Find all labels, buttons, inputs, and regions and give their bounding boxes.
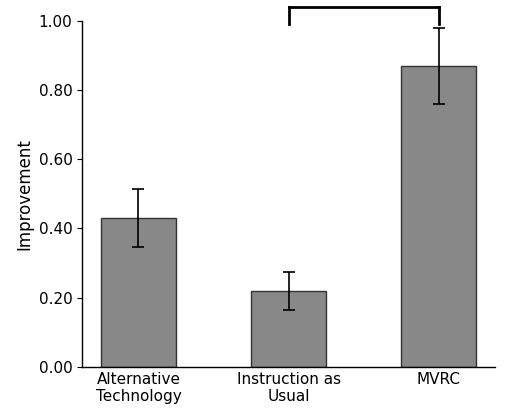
- Text: *: *: [358, 0, 368, 3]
- Bar: [401, 66, 475, 367]
- Bar: [250, 291, 325, 367]
- Bar: [101, 218, 176, 367]
- Y-axis label: Improvement: Improvement: [15, 138, 33, 250]
